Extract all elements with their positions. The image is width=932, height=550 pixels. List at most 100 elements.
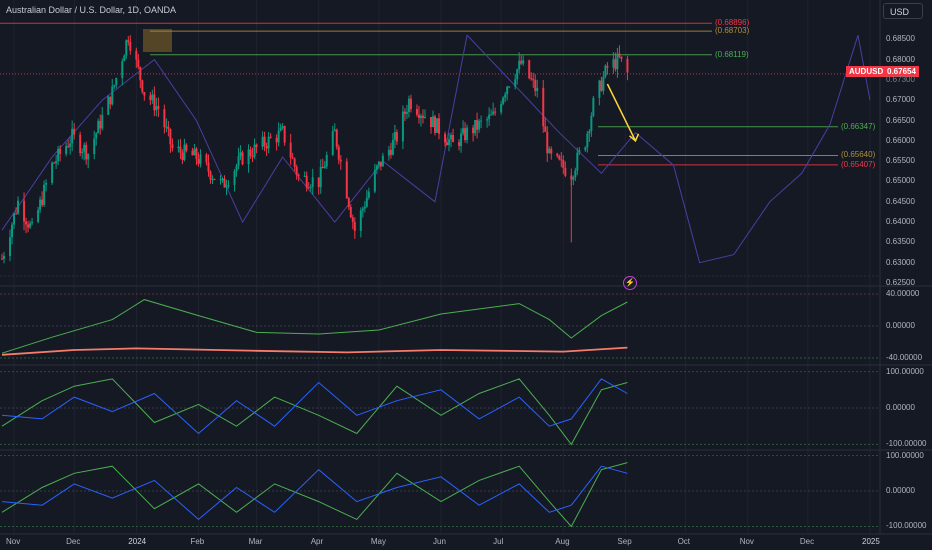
candle-body <box>87 154 90 160</box>
candle-body <box>41 199 44 205</box>
indicator-series-line <box>1 378 628 435</box>
candle-body <box>129 41 132 51</box>
candle-body <box>349 207 352 218</box>
time-tick-label: Nov <box>6 537 21 546</box>
candle-body <box>592 97 595 116</box>
candle-body <box>261 136 264 147</box>
candle-body <box>588 131 591 134</box>
pane-separators <box>0 0 932 535</box>
candle-body <box>107 96 110 115</box>
candle-body <box>9 237 12 256</box>
indicator-series-line <box>1 465 628 521</box>
candle-body <box>291 157 294 159</box>
candle-body <box>620 56 623 59</box>
projection-arrow[interactable] <box>606 83 637 142</box>
candle-body <box>333 129 336 132</box>
indicator-tick-label: 100.00000 <box>886 450 924 460</box>
currency-button[interactable]: USD <box>883 3 923 19</box>
candle-body <box>492 111 495 115</box>
candle-body <box>478 120 481 130</box>
candle-body <box>205 154 208 163</box>
candle-body <box>311 177 314 187</box>
candle-body <box>351 217 354 222</box>
candle-body <box>321 166 324 169</box>
candle-body <box>305 175 308 188</box>
candle-body <box>393 132 396 140</box>
indicator-tick-label: 0.00000 <box>886 321 915 330</box>
candle-body <box>618 53 621 57</box>
price-tick-label: 0.64000 <box>886 217 915 227</box>
candle-body <box>255 144 258 147</box>
candle-body <box>317 177 320 188</box>
candle-body <box>55 161 58 164</box>
candle-body <box>207 162 210 172</box>
indicator-tick-label: -100.00000 <box>886 521 927 531</box>
candle-body <box>516 69 519 80</box>
price-tick-label: 0.65500 <box>886 156 915 166</box>
candle-body <box>365 197 368 207</box>
candle-body <box>377 161 380 166</box>
candle-body <box>429 116 432 128</box>
candle-body <box>233 171 236 186</box>
candle-body <box>403 111 406 114</box>
candle-body <box>448 139 451 146</box>
candle-body <box>405 111 408 114</box>
candle-body <box>165 126 168 128</box>
candle-body <box>235 165 238 172</box>
candle-body <box>239 152 242 157</box>
candle-body <box>269 136 272 138</box>
candle-body <box>458 142 461 146</box>
candle-body <box>289 142 292 158</box>
candle-body <box>438 118 441 134</box>
candle-body <box>213 178 216 180</box>
candle-body <box>143 92 146 96</box>
candle-body <box>576 152 579 171</box>
candle-body <box>502 97 505 104</box>
candle-body <box>407 98 410 112</box>
time-tick-label: Dec <box>799 537 815 546</box>
candle-body <box>548 148 551 154</box>
candle-body <box>514 79 517 87</box>
candle-body <box>139 67 142 81</box>
candle-body <box>612 59 615 68</box>
candle-body <box>506 86 509 95</box>
candle-body <box>544 126 547 132</box>
candle-body <box>303 175 306 177</box>
candle-body <box>431 116 434 128</box>
candle-body <box>337 146 340 160</box>
candle-body <box>279 127 282 131</box>
candle-body <box>421 115 424 118</box>
candle-body <box>375 165 378 171</box>
time-tick-label: Nov <box>739 537 754 546</box>
candle-body <box>323 166 326 169</box>
time-tick-label: Sep <box>617 537 632 546</box>
candle-body <box>558 155 561 160</box>
time-tick-label: Dec <box>66 537 81 546</box>
candle-body <box>508 86 511 88</box>
candle-body <box>121 61 124 79</box>
candle-body <box>79 134 82 154</box>
candle-body <box>446 142 449 146</box>
candle-body <box>85 144 88 160</box>
candle-body <box>221 178 224 180</box>
candle-body <box>281 126 284 128</box>
candle-body <box>97 120 100 134</box>
candle-body <box>534 80 537 92</box>
projection-arrow-head <box>628 133 640 143</box>
price-below-tag: 0.67300 <box>886 75 915 84</box>
candle-body <box>65 146 68 154</box>
candle-body <box>389 149 392 155</box>
candle-body <box>179 146 182 153</box>
candle-body <box>586 133 589 148</box>
candle-body <box>135 50 138 60</box>
candle-body <box>15 213 18 215</box>
lightning-icon[interactable]: ⚡ <box>623 276 637 290</box>
price-tick-label: 0.64500 <box>886 196 915 206</box>
price-tag: AUDUSD <box>846 66 887 77</box>
candle-body <box>520 60 523 64</box>
candle-body <box>417 114 420 119</box>
chart-title: Australian Dollar / U.S. Dollar, 1D, OAN… <box>6 5 177 15</box>
candle-body <box>219 179 222 181</box>
candle-body <box>401 111 404 142</box>
